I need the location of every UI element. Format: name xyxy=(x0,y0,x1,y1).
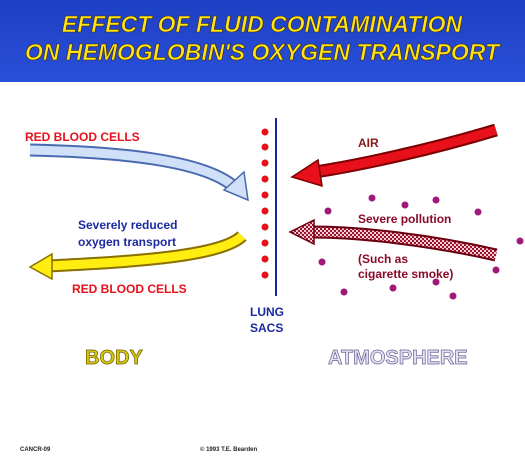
label: LUNG xyxy=(250,305,284,319)
region-label: ATMOSPHERE xyxy=(328,347,468,369)
pollution-particles xyxy=(318,194,524,300)
label: cigarette smoke) xyxy=(358,267,453,281)
label: RED BLOOD CELLS xyxy=(25,130,140,144)
title-banner xyxy=(0,0,525,82)
arrow-blood-out xyxy=(28,230,247,281)
label: Severe pollution xyxy=(358,212,451,226)
label: Severely reduced xyxy=(78,218,177,232)
footer-code: CANCR-09 xyxy=(20,447,51,453)
label: RED BLOOD CELLS xyxy=(72,282,187,296)
arrow-air xyxy=(290,123,498,188)
label: SACS xyxy=(250,321,283,335)
label: (Such as xyxy=(358,252,408,266)
region-label: BODY xyxy=(85,347,143,369)
footer-copyright: © 1993 T.E. Bearden xyxy=(200,446,257,453)
title-line: ON HEMOGLOBIN'S OXYGEN TRANSPORT xyxy=(25,39,501,65)
arrow-pollution xyxy=(288,218,498,262)
title-line: EFFECT OF FLUID CONTAMINATION xyxy=(62,11,463,37)
red-cells xyxy=(261,128,269,279)
arrow-blood-in xyxy=(29,143,249,202)
label: AIR xyxy=(358,136,379,150)
label: oxygen transport xyxy=(78,235,176,249)
